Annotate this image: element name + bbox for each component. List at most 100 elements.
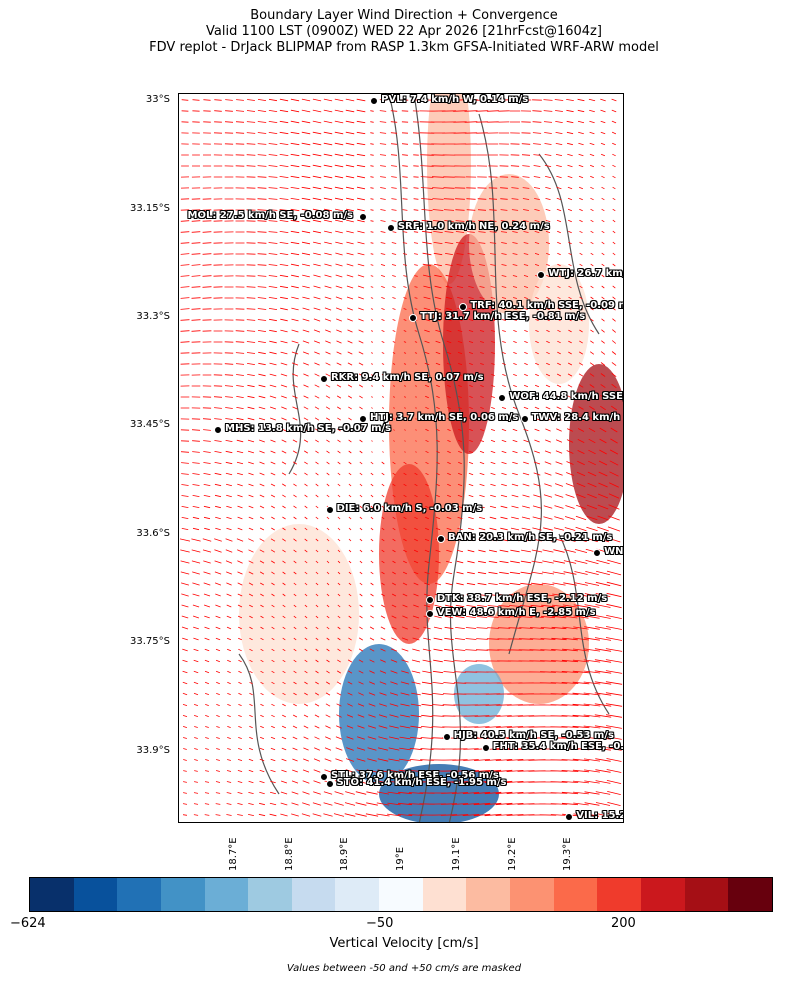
velocity-patch bbox=[489, 584, 589, 704]
station-label-die: DIE: 6.0 km/h S, -0.03 m/s bbox=[336, 502, 483, 514]
station-marker-twv[interactable] bbox=[520, 415, 529, 424]
x-tick-label: 18.7°E bbox=[227, 837, 239, 871]
velocity-patch bbox=[529, 264, 589, 384]
station-label-sto: STO: 41.4 km/h ESE, -1.95 m/s bbox=[336, 777, 507, 789]
y-tick-label: 33.6°S bbox=[136, 527, 170, 539]
terrain-contour bbox=[478, 113, 542, 655]
colorbar-segment bbox=[422, 878, 467, 911]
station-marker-sto[interactable] bbox=[325, 780, 334, 789]
x-tick-label: 19.2°E bbox=[506, 837, 518, 871]
station-marker-hjb[interactable] bbox=[442, 733, 451, 742]
station-label-dtk: DTK: 38.7 km/h ESE, -2.12 m/s bbox=[436, 592, 608, 604]
x-tick-label: 19.1°E bbox=[450, 837, 462, 871]
station-label-stl: STL: 37.6 km/h ESE, -0.56 m/s bbox=[330, 770, 499, 782]
terrain-contour bbox=[288, 343, 302, 475]
title-line-1: Boundary Layer Wind Direction + Converge… bbox=[250, 8, 558, 23]
station-label-hjb: HJB: 40.5 km/h SE, -0.53 m/s bbox=[453, 730, 614, 742]
station-marker-mol[interactable] bbox=[358, 212, 367, 221]
colorbar-tick-mid: −50 bbox=[366, 916, 394, 931]
station-marker-vil[interactable] bbox=[565, 812, 574, 821]
x-tick-label: 19°E bbox=[395, 846, 406, 871]
station-marker-ban[interactable] bbox=[437, 534, 446, 543]
colorbar-segment bbox=[291, 878, 336, 911]
station-label-srf: SRF: 1.0 km/h NE, 0.24 m/s bbox=[397, 220, 550, 232]
velocity-patch bbox=[239, 524, 359, 704]
station-marker-wng[interactable] bbox=[593, 548, 602, 557]
colorbar-tick-max: 200 bbox=[611, 916, 636, 931]
station-label-mol: MOL: 27.5 km/h SE, -0.08 m/s bbox=[187, 209, 353, 221]
colorbar-segment bbox=[379, 878, 423, 911]
colorbar-segment bbox=[553, 878, 598, 911]
x-tick-label: 19.3°E bbox=[562, 837, 574, 871]
station-label-vil: VIL: 15.2 km/h E, 0.79 m/s bbox=[576, 809, 624, 821]
station-label-vew: VEW: 48.6 km/h E, -2.85 m/s bbox=[436, 607, 596, 619]
title-line-2: Valid 1100 LST (0900Z) WED 22 Apr 2026 [… bbox=[206, 24, 602, 39]
x-tick-label: 18.9°E bbox=[339, 837, 351, 871]
chart-title: Boundary Layer Wind Direction + Converge… bbox=[0, 8, 808, 56]
station-marker-fht[interactable] bbox=[481, 744, 490, 753]
station-marker-mhs[interactable] bbox=[214, 426, 223, 435]
wind-arrows bbox=[179, 98, 623, 818]
station-label-wng: WNG: 28.9 km/h ESE, -0.14 m/s bbox=[604, 545, 624, 557]
terrain-contour bbox=[558, 533, 610, 715]
y-tick-label: 33.75°S bbox=[130, 636, 170, 648]
colorbar-segment bbox=[335, 878, 380, 911]
station-marker-rkr[interactable] bbox=[319, 375, 328, 384]
station-marker-die[interactable] bbox=[325, 505, 334, 514]
station-marker-srf[interactable] bbox=[386, 223, 395, 232]
y-tick-label: 33°S bbox=[145, 94, 170, 106]
colorbar-segment bbox=[30, 878, 74, 911]
station-marker-vew[interactable] bbox=[425, 610, 434, 619]
colorbar-segment bbox=[597, 878, 641, 911]
wind-vector-field bbox=[179, 94, 623, 822]
colorbar-label: Vertical Velocity [cm/s] bbox=[329, 936, 479, 951]
station-label-wtj: WTJ: 26.7 km/h ESE, 0.03 m/s bbox=[548, 267, 623, 279]
colorbar bbox=[29, 877, 773, 912]
velocity-patch bbox=[379, 464, 439, 644]
wind-arrow-path bbox=[179, 98, 623, 818]
x-tick-label: 18.8°E bbox=[283, 837, 295, 871]
station-marker-stl[interactable] bbox=[319, 773, 328, 782]
colorbar-segment bbox=[510, 878, 554, 911]
station-label-htj: HTJ: 3.7 km/h SE, 0.06 m/s bbox=[369, 412, 519, 424]
station-marker-ttj[interactable] bbox=[409, 314, 418, 323]
colorbar-segment bbox=[466, 878, 511, 911]
station-label-twv: TWV: 28.4 km/h SSE, -0.98 m/s bbox=[531, 412, 623, 424]
colorbar-segment bbox=[248, 878, 292, 911]
colorbar-segment bbox=[640, 878, 685, 911]
station-marker-htj[interactable] bbox=[358, 415, 367, 424]
colorbar-segment bbox=[728, 878, 772, 911]
terrain-contour bbox=[238, 653, 280, 795]
station-label-ttj: TTJ: 31.7 km/h ESE, -0.81 m/s bbox=[420, 311, 586, 323]
station-marker-wof[interactable] bbox=[498, 393, 507, 402]
station-marker-wtj[interactable] bbox=[537, 270, 546, 279]
station-label-ban: BAN: 20.3 km/h SE, -0.21 m/s bbox=[448, 531, 613, 543]
terrain-contour bbox=[413, 94, 465, 822]
y-tick-label: 33.9°S bbox=[136, 744, 170, 756]
velocity-patch bbox=[469, 174, 549, 314]
terrain-contour bbox=[538, 153, 600, 335]
colorbar-tick-min: −624 bbox=[10, 916, 46, 931]
station-label-fht: FHT: 35.4 km/h ESE, -0.99 m/s bbox=[492, 741, 624, 753]
y-tick-label: 33.15°S bbox=[130, 202, 170, 214]
station-marker-dtk[interactable] bbox=[425, 595, 434, 604]
station-label-wof: WOF: 44.8 km/h SSE, 0.04 m/s bbox=[509, 390, 623, 402]
station-label-trf: TRF: 40.1 km/h SSE, -0.09 m/s bbox=[470, 300, 624, 312]
title-line-3: FDV replot - DrJack BLIPMAP from RASP 1.… bbox=[149, 40, 659, 55]
colorbar-segment bbox=[684, 878, 729, 911]
station-label-rkr: RKR: 9.4 km/h SE, 0.07 m/s bbox=[330, 372, 484, 384]
colorbar-segment bbox=[160, 878, 205, 911]
velocity-patch bbox=[427, 94, 471, 284]
map-panel: PVL: 7.4 km/h W, 0.14 m/s MOL: 27.5 km/h … bbox=[178, 93, 624, 823]
station-marker-pvl[interactable] bbox=[370, 97, 379, 106]
mask-note: Values between -50 and +50 cm/s are mask… bbox=[286, 963, 522, 974]
station-marker-trf[interactable] bbox=[459, 303, 468, 312]
y-tick-label: 33.3°S bbox=[136, 311, 170, 323]
station-label-pvl: PVL: 7.4 km/h W, 0.14 m/s bbox=[381, 94, 529, 106]
colorbar-segment bbox=[204, 878, 249, 911]
station-label-mhs: MHS: 13.8 km/h SE, -0.07 m/s bbox=[225, 423, 392, 435]
velocity-patch bbox=[339, 644, 419, 784]
y-tick-label: 33.45°S bbox=[130, 419, 170, 431]
colorbar-segment bbox=[73, 878, 118, 911]
velocity-patch bbox=[569, 364, 623, 524]
